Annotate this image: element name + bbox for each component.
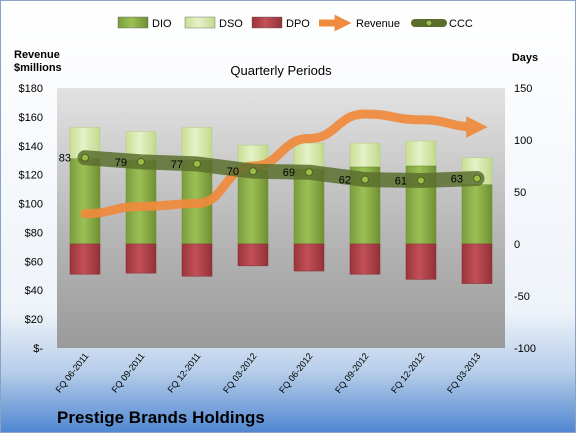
ccc-point xyxy=(473,174,481,183)
bar-dpo xyxy=(125,243,157,274)
left-tick-label: $120 xyxy=(19,170,43,182)
ccc-data-label: 83 xyxy=(59,153,71,165)
left-tick-label: $20 xyxy=(25,314,43,326)
ccc-data-label: 70 xyxy=(227,166,239,178)
left-tick-label: $100 xyxy=(19,199,43,211)
ccc-data-label: 62 xyxy=(339,175,351,187)
ccc-data-label: 77 xyxy=(171,159,183,171)
right-tick-label: 100 xyxy=(514,135,532,147)
right-tick-label: 50 xyxy=(514,187,526,199)
ccc-point xyxy=(193,159,201,168)
left-tick-label: $140 xyxy=(19,141,43,153)
legend-item-revenue: Revenue xyxy=(319,14,400,32)
ccc-point xyxy=(137,157,145,166)
revenue-line xyxy=(80,109,488,219)
legend-label: CCC xyxy=(449,18,473,30)
legend-label: DPO xyxy=(286,18,310,30)
legend-label: Revenue xyxy=(356,18,400,30)
ccc-point xyxy=(249,167,257,176)
left-tick-label: $- xyxy=(33,343,43,355)
legend-item-dio: DIO xyxy=(117,16,172,30)
ccc-point xyxy=(361,175,369,184)
legend-swatch xyxy=(251,16,283,29)
ccc-point xyxy=(81,153,89,162)
ccc-line xyxy=(77,150,485,189)
ccc-data-label: 69 xyxy=(283,167,295,179)
legend-swatch xyxy=(184,16,216,29)
right-tick-label: -50 xyxy=(514,291,530,303)
left-tick-label: $40 xyxy=(25,285,43,297)
ccc-point xyxy=(417,176,425,185)
bar-dio xyxy=(69,158,101,245)
bar-dio xyxy=(461,184,493,245)
revenue-series xyxy=(80,109,488,219)
left-axis-title-line1: Revenue xyxy=(14,49,60,61)
right-tick-label: -100 xyxy=(514,343,536,355)
legend-swatch xyxy=(117,16,149,29)
legend-marker xyxy=(425,19,433,27)
right-axis: -100 -50 0 50 100 150 xyxy=(514,83,536,355)
legend: DIO DSO DPO Revenue CCC xyxy=(117,14,473,32)
bar-dpo xyxy=(69,243,101,275)
company-name: Prestige Brands Holdings xyxy=(57,408,265,427)
bar-dio xyxy=(237,169,269,245)
bar-dpo xyxy=(293,243,325,272)
legend-item-dpo: DPO xyxy=(251,16,310,30)
right-axis-title: Days xyxy=(512,52,538,64)
left-axis: $- $20 $40 $60 $80 $100 $120 $140 $160 $180 xyxy=(19,83,44,355)
bar-dso xyxy=(349,142,381,168)
ccc-data-label: 61 xyxy=(395,176,407,188)
ccc-data-label: 79 xyxy=(115,157,127,169)
left-tick-label: $180 xyxy=(19,83,43,95)
left-tick-label: $60 xyxy=(25,256,43,268)
ccc-series: 83 79 77 70 69 62 61 63 xyxy=(59,150,485,189)
left-axis-title-line2: $millions xyxy=(14,62,62,74)
bar-dpo xyxy=(461,243,493,284)
left-tick-label: $80 xyxy=(25,227,43,239)
legend-item-dso: DSO xyxy=(184,16,243,30)
ccc-data-label: 63 xyxy=(451,173,463,185)
bars xyxy=(69,127,493,284)
right-tick-label: 0 xyxy=(514,239,520,251)
bar-dpo xyxy=(181,243,213,277)
legend-label: DIO xyxy=(152,18,172,30)
legend-label: DSO xyxy=(219,18,243,30)
legend-item-ccc: CCC xyxy=(411,18,473,30)
bar-dpo xyxy=(405,243,437,280)
bar-dpo xyxy=(349,243,381,275)
bar-dso xyxy=(181,127,213,162)
right-tick-label: 150 xyxy=(514,83,532,95)
bar-dso xyxy=(405,140,437,167)
bar-dpo xyxy=(237,243,269,267)
chart-title: Quarterly Periods xyxy=(230,63,332,78)
left-tick-label: $160 xyxy=(19,112,43,124)
plot-area xyxy=(57,88,505,348)
bar-dio xyxy=(293,168,325,245)
ccc-point xyxy=(305,168,313,177)
